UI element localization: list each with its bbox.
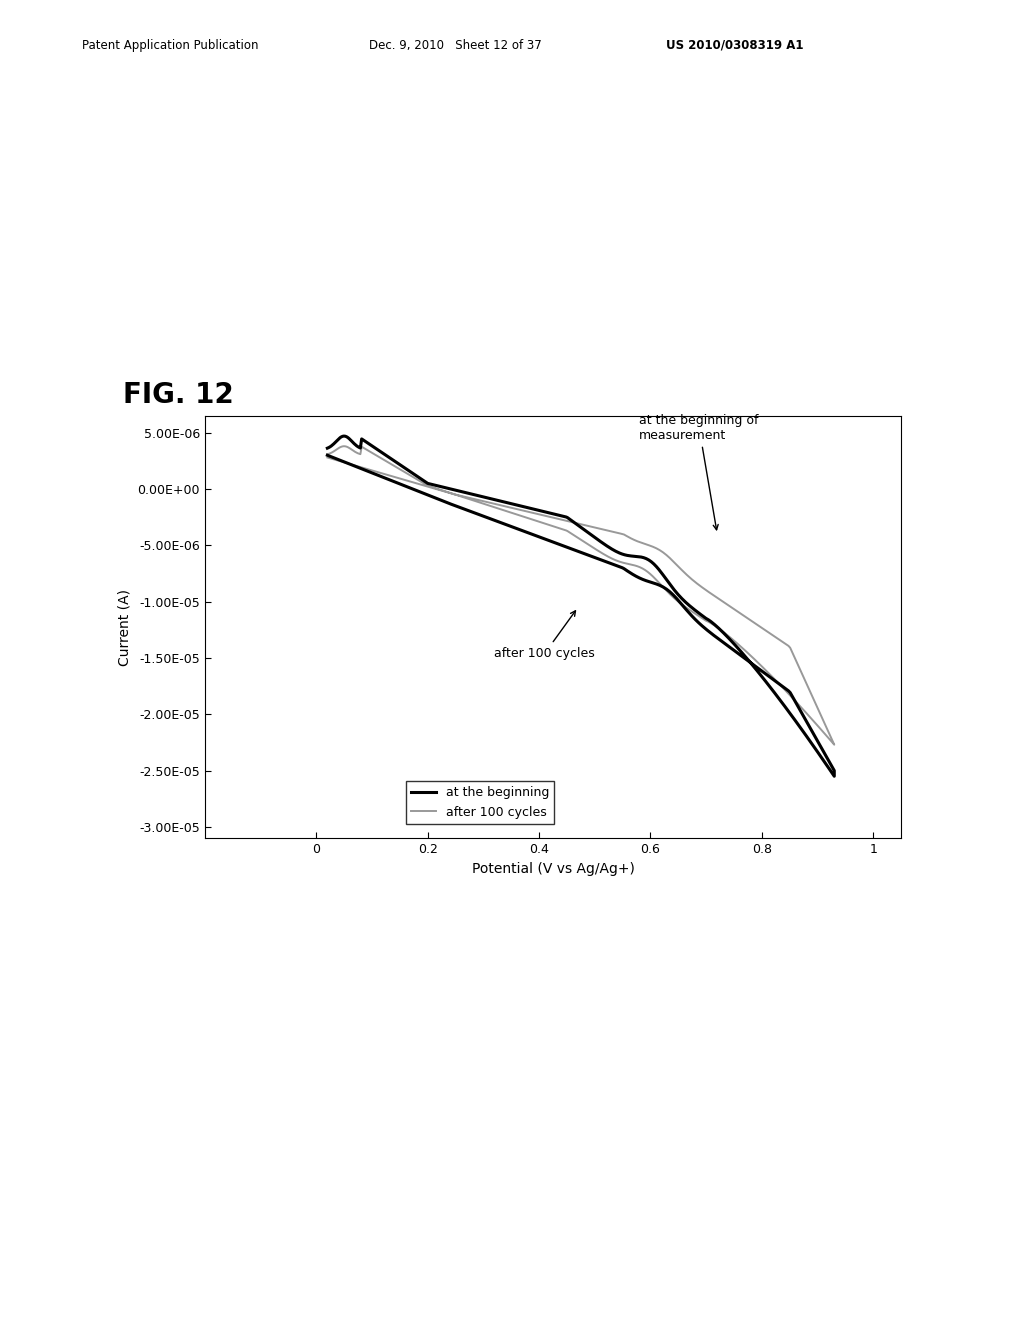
Text: Dec. 9, 2010   Sheet 12 of 37: Dec. 9, 2010 Sheet 12 of 37 xyxy=(369,38,542,51)
Text: FIG. 12: FIG. 12 xyxy=(123,380,233,409)
Text: after 100 cycles: after 100 cycles xyxy=(495,611,595,660)
X-axis label: Potential (V vs Ag/Ag+): Potential (V vs Ag/Ag+) xyxy=(471,862,635,875)
Text: Patent Application Publication: Patent Application Publication xyxy=(82,38,258,51)
Text: at the beginning of
measurement: at the beginning of measurement xyxy=(639,413,759,529)
Y-axis label: Current (A): Current (A) xyxy=(118,589,132,665)
Text: US 2010/0308319 A1: US 2010/0308319 A1 xyxy=(666,38,803,51)
Legend: at the beginning, after 100 cycles: at the beginning, after 100 cycles xyxy=(407,781,554,824)
